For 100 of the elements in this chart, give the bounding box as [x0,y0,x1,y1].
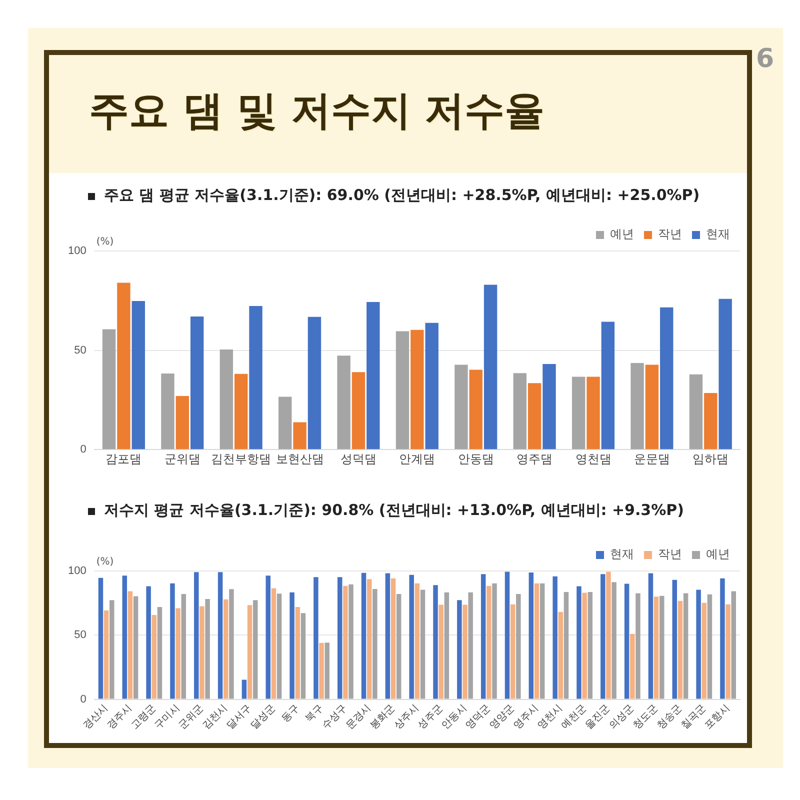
x-tick-label: 영주댐 [516,452,553,466]
bar [689,374,703,450]
bar [704,393,718,450]
bar [696,590,701,699]
x-tick-label: 김천부항댐 [211,452,272,466]
bar [438,604,444,699]
bar [152,615,157,699]
bar [720,578,725,699]
y-tick-label: 100 [68,565,86,578]
bar [726,604,730,699]
bar [630,363,644,450]
bar [295,607,300,699]
bar [128,591,133,699]
bar [564,592,569,699]
bar [396,331,410,450]
bar [252,600,258,699]
bar [278,396,292,450]
bar [224,599,228,699]
chart-title: 저수지 평균 저수율(3.1.기준): 90.8% (전년대비: +13.0%P, 예년대비: +9.3%P) [104,501,684,520]
bar [249,306,262,450]
bar [409,574,414,699]
bar [572,376,586,450]
x-tick-label: 감포댐 [106,452,142,466]
bar [516,594,521,699]
bar [624,584,630,699]
bar [612,582,616,699]
bar [190,316,204,450]
bar [540,583,545,699]
x-tick-label: 임하댐 [692,452,729,466]
bar [486,586,492,699]
bar [176,608,180,699]
bar [361,572,366,699]
bar [462,604,468,699]
x-tick-label: 운문댐 [634,452,670,466]
bar [366,302,380,450]
bar [645,364,659,450]
bar [396,594,402,699]
x-tick-label: 안계댐 [399,452,436,466]
bar [528,572,534,699]
bar [718,298,732,450]
bar [314,577,318,699]
legend-label: 작년 [658,547,682,562]
bar [504,572,510,699]
bar [420,590,426,699]
bar [366,579,372,699]
bar [484,284,498,450]
bar [425,322,438,450]
x-tick-label: 보현산댐 [276,452,324,466]
bar [636,593,640,699]
legend-label: 현재 [706,227,730,242]
bar [337,356,350,450]
bar [654,596,659,699]
y-tick-label: 0 [80,444,86,456]
bar [510,604,516,699]
bar [122,576,128,699]
legend-label: 예년 [706,547,730,562]
bar [234,374,248,450]
bar [205,598,210,699]
bar [194,572,199,699]
bar [181,594,186,699]
bar [648,573,654,699]
bar [390,578,396,699]
bar [468,592,473,699]
x-tick-label: 안동댐 [458,452,494,466]
bar [176,396,189,450]
text: 주요 댐 및 저수지 저수율 [88,87,546,136]
x-tick-label: 영천댐 [575,452,612,466]
bar [534,583,540,699]
bar [337,577,342,699]
bar [319,642,324,699]
bar [200,606,204,699]
bar [457,600,462,699]
bar [707,594,712,699]
bar [324,642,330,699]
chart-title: 주요 댐 평균 저수율(3.1.기준): 69.0% (전년대비: +28.5%P, 예년대비: +25.0%P) [104,186,700,205]
bar [161,374,174,450]
bar [348,584,354,699]
bar [660,596,664,699]
bar [600,574,606,699]
bar [513,373,526,450]
y-tick-label: 50 [74,344,86,356]
bar [731,591,736,699]
legend-label: 현재 [610,547,634,562]
bar [576,586,582,699]
bar [606,572,611,699]
legend-label: 예년 [610,227,634,242]
bar [352,372,366,450]
bar [117,282,130,450]
x-tick-label: 동구 [280,702,302,725]
bar [660,307,674,450]
bar [146,586,151,699]
bar [157,607,162,699]
bar [672,580,678,699]
bar [454,364,468,450]
bar [276,594,282,699]
bar [220,350,234,450]
bar [414,583,420,699]
bar [582,592,587,699]
bar [558,612,564,699]
bar [218,572,223,699]
